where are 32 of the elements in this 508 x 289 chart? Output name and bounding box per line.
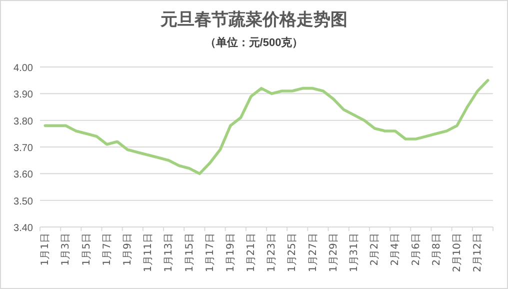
x-tick-label: 2月2日 bbox=[370, 233, 381, 266]
x-tick-label: 1月7日 bbox=[102, 233, 113, 266]
x-tick-label: 1月29日 bbox=[328, 233, 340, 272]
y-tick-label: 3.50 bbox=[14, 196, 34, 208]
x-tick-label: 2月4日 bbox=[390, 233, 402, 266]
x-tick-label: 1月31日 bbox=[349, 233, 360, 272]
x-tick-label: 1月11日 bbox=[143, 233, 154, 272]
line-series bbox=[44, 78, 490, 176]
x-tick-label: 1月23日 bbox=[266, 233, 278, 272]
y-tick-label: 3.60 bbox=[14, 170, 34, 181]
x-tick-label: 1月21日 bbox=[246, 233, 258, 272]
x-tick-label: 1月15日 bbox=[184, 233, 196, 272]
x-tick-label: 1月17日 bbox=[204, 233, 216, 272]
x-tick-label: 1月27日 bbox=[308, 233, 319, 272]
x-tick-label: 1月3日 bbox=[60, 233, 72, 266]
x-tick-label: 1月5日 bbox=[81, 233, 92, 266]
x-tick-label: 1月1日 bbox=[40, 233, 52, 266]
y-tick-label: 3.90 bbox=[14, 90, 34, 101]
chart-subtitle: （单位：元/500克） bbox=[204, 36, 304, 49]
x-tick-label: 1月13日 bbox=[164, 233, 175, 272]
y-tick-label: 4.00 bbox=[14, 63, 34, 74]
x-tick-label: 2月8日 bbox=[431, 233, 442, 266]
y-tick-label: 3.40 bbox=[14, 223, 34, 234]
x-tick-label: 2月12日 bbox=[472, 233, 484, 272]
x-tick-label: 2月6日 bbox=[410, 233, 422, 266]
x-tick-label: 1月25日 bbox=[287, 233, 298, 272]
x-tick-label: 1月19日 bbox=[225, 233, 236, 272]
x-tick-label: 1月9日 bbox=[122, 233, 134, 266]
chart-title: 元旦春节蔬菜价格走势图 bbox=[160, 10, 348, 29]
y-tick-label: 3.70 bbox=[14, 143, 34, 154]
y-tick-label: 3.80 bbox=[14, 116, 34, 128]
x-tick-label: 2月10日 bbox=[452, 233, 463, 272]
